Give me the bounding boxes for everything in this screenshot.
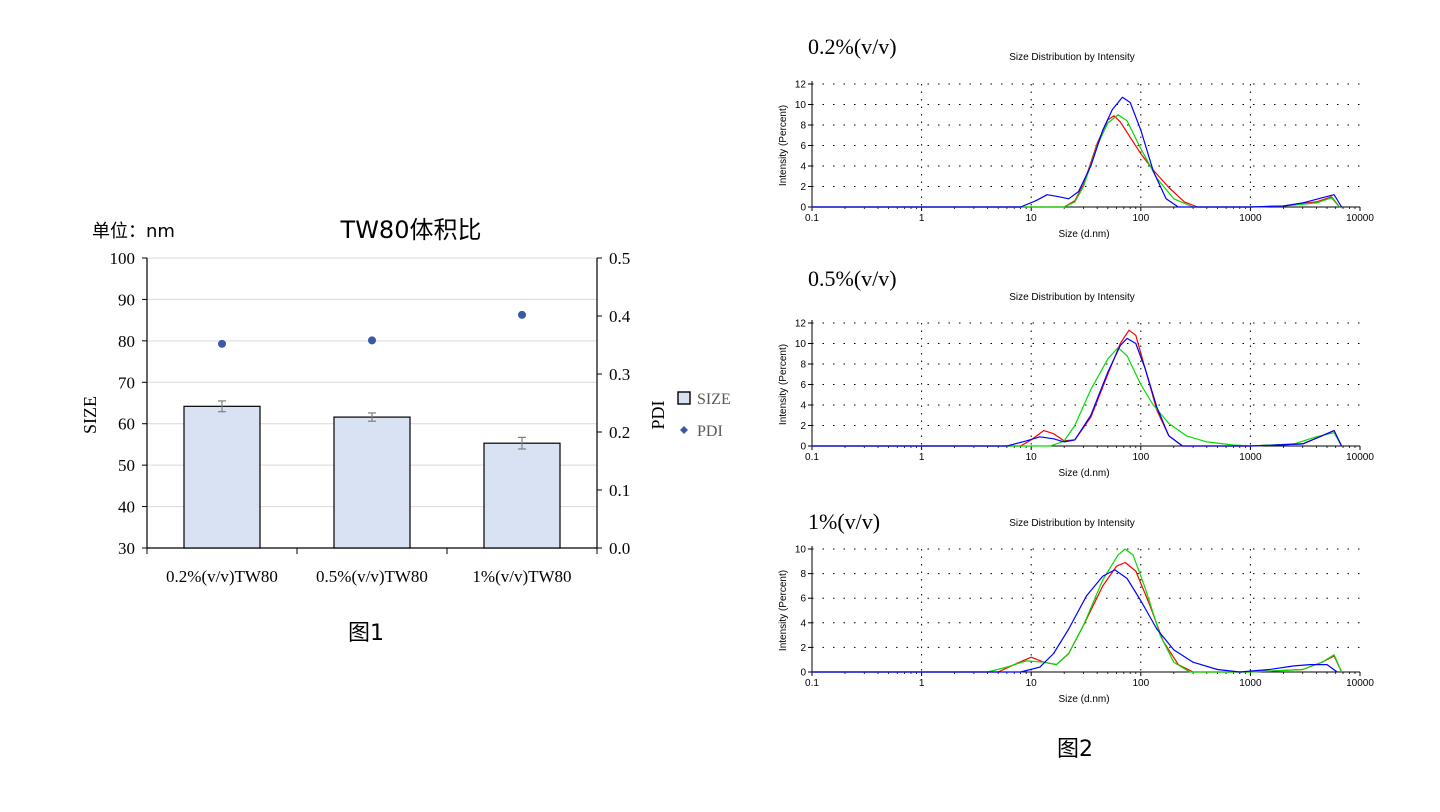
fig2-ytick-label: 4 (800, 162, 806, 173)
fig2-ytick-label: 6 (800, 141, 806, 152)
fig1-ytick-label: 100 (110, 249, 136, 268)
fig2-xlabel: Size (d.nm) (1058, 229, 1109, 240)
fig2-xtick-label: 0.1 (805, 452, 819, 463)
fig2-panel-label: 0.5%(v/v) (808, 266, 897, 291)
fig1-ytick-label: 60 (118, 415, 135, 434)
fig2-xtick-label: 10 (1026, 678, 1038, 689)
fig1-y2tick-label: 0.4 (609, 307, 631, 326)
fig2-ytick-label: 0 (800, 442, 806, 453)
fig2-series-red (812, 329, 1343, 447)
fig2-panel: 0.2%(v/v) Size Distribution by Intensity 0… (778, 34, 1374, 240)
fig1-caption: 图1 (348, 621, 384, 646)
fig2-ytick-label: 2 (800, 182, 806, 193)
fig1-legend-label-size: SIZE (697, 391, 731, 408)
fig2-xtick-label: 10000 (1346, 678, 1374, 689)
fig2-xtick-label: 10 (1026, 452, 1038, 463)
fig1-legend-swatch-size (677, 391, 691, 405)
fig1-bar (333, 416, 411, 549)
fig1-y2tick-label: 0.0 (609, 539, 630, 558)
fig2-ylabel: Intensity (Percent) (778, 570, 789, 651)
fig1-title: TW80体积比 (340, 216, 482, 244)
fig1-bar (183, 405, 261, 549)
fig2-panel-label: 0.2%(v/v) (808, 34, 897, 59)
fig1-category-label: 0.5%(v/v)TW80 (316, 567, 428, 586)
fig2-series-green (812, 347, 1343, 447)
fig2-xtick-label: 1000 (1239, 678, 1262, 689)
fig2-ytick-label: 10 (795, 100, 807, 111)
fig2-xlabel: Size (d.nm) (1058, 468, 1109, 479)
fig2-ytick-label: 10 (795, 545, 807, 556)
fig1-ytick-label: 70 (118, 373, 135, 392)
fig2-series-blue (812, 569, 1338, 673)
fig1-bar (483, 442, 561, 549)
fig1-pdi-point (218, 339, 226, 348)
fig1-unit-label: 单位：nm (92, 221, 175, 242)
fig2-ytick-label: 8 (800, 121, 806, 132)
fig2-ytick-label: 6 (800, 380, 806, 391)
fig2-xtick-label: 100 (1132, 678, 1149, 689)
fig1-y2label: PDI (648, 400, 668, 429)
fig2-panel-title: Size Distribution by Intensity (1009, 518, 1135, 529)
fig2-series-blue (812, 96, 1343, 208)
fig1-category-label: 1%(v/v)TW80 (472, 567, 571, 586)
fig2-xtick-label: 10000 (1346, 452, 1374, 463)
fig1-ylabel: SIZE (80, 396, 100, 434)
fig2-series-blue (812, 337, 1343, 447)
fig2-series-green (812, 114, 1340, 208)
fig2-panel: 0.5%(v/v) Size Distribution by Intensity 0… (778, 266, 1374, 479)
fig1-pdi-point (518, 310, 526, 319)
fig1-y2tick-label: 0.1 (609, 481, 630, 500)
fig2-xtick-label: 1 (919, 452, 925, 463)
fig2-ytick-label: 8 (800, 360, 806, 371)
fig2-xtick-label: 0.1 (805, 213, 819, 224)
fig2-caption: 图2 (1057, 737, 1093, 762)
fig2-xtick-label: 1000 (1239, 452, 1262, 463)
fig2-ytick-label: 2 (800, 643, 806, 654)
fig2-ytick-label: 4 (800, 401, 806, 412)
fig2-ytick-label: 6 (800, 594, 806, 605)
fig2-panel-label: 1%(v/v) (808, 509, 880, 534)
fig2-ytick-label: 12 (795, 80, 807, 91)
fig2-ytick-label: 12 (795, 319, 807, 330)
fig1-legend-swatch-pdi (680, 426, 688, 434)
fig2-ytick-label: 0 (800, 668, 806, 679)
fig2-series-red (812, 561, 1343, 673)
fig1-pdi-point (368, 336, 376, 345)
fig2-panels: 0.2%(v/v) Size Distribution by Intensity0… (778, 34, 1374, 705)
fig2-xtick-label: 100 (1132, 452, 1149, 463)
fig1-plot: 30 40 50 60 70 80 90 100 0.0 0.1 0.2 0.3 0.4 0.5 0.2%(… (110, 249, 731, 586)
fig2-series-green (812, 548, 1343, 673)
fig1-category-label: 0.2%(v/v)TW80 (166, 567, 278, 586)
fig2-panel: 1%(v/v) Size Distribution by Intensity 0 2 4… (778, 509, 1374, 705)
fig2-xtick-label: 10000 (1346, 213, 1374, 224)
fig1-ytick-label: 90 (118, 290, 135, 309)
fig2-xlabel: Size (d.nm) (1058, 694, 1109, 705)
fig2-panel-title: Size Distribution by Intensity (1009, 292, 1135, 303)
fig2-ytick-label: 0 (800, 203, 806, 214)
fig2-xtick-label: 1 (919, 678, 925, 689)
fig2-ytick-label: 8 (800, 569, 806, 580)
fig1-legend-label-pdi: PDI (697, 423, 723, 440)
fig2-xtick-label: 100 (1132, 213, 1149, 224)
fig1-ytick-label: 40 (118, 498, 135, 517)
fig1-y2tick-label: 0.3 (609, 365, 630, 384)
fig2-xtick-label: 1000 (1239, 213, 1262, 224)
fig2-xtick-label: 10 (1026, 213, 1038, 224)
fig2-xtick-label: 1 (919, 213, 925, 224)
fig2-ylabel: Intensity (Percent) (778, 344, 789, 425)
fig2-ytick-label: 10 (795, 339, 807, 350)
fig2-xtick-label: 0.1 (805, 678, 819, 689)
fig1-ytick-label: 80 (118, 332, 135, 351)
fig1-y2tick-label: 0.5 (609, 249, 630, 268)
fig2-ytick-label: 4 (800, 618, 806, 629)
fig1-ytick-label: 30 (118, 539, 135, 558)
fig2-panel-title: Size Distribution by Intensity (1009, 52, 1135, 63)
fig2-ylabel: Intensity (Percent) (778, 105, 789, 186)
fig1-y2tick-label: 0.2 (609, 423, 630, 442)
fig1-ytick-label: 50 (118, 456, 135, 475)
fig2-ytick-label: 2 (800, 421, 806, 432)
